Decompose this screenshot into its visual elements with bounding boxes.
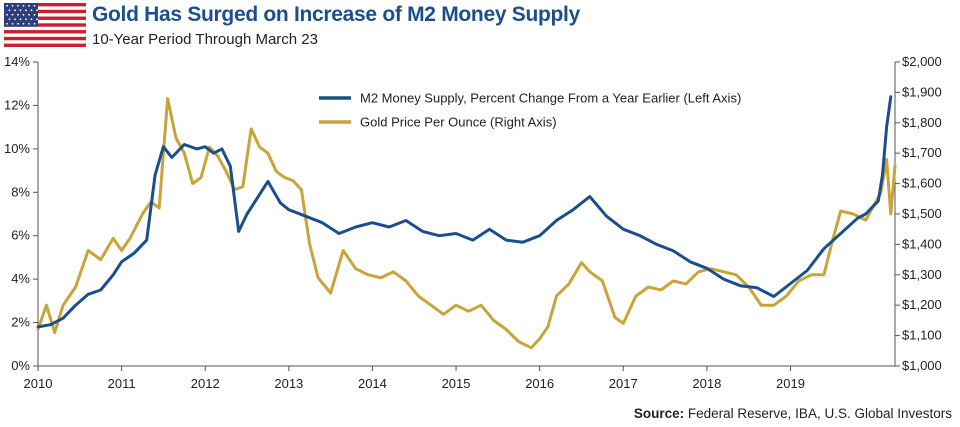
us-flag-icon [4, 3, 86, 47]
right-axis-tick-label: $1,700 [902, 145, 942, 160]
x-axis-tick-label: 2017 [609, 376, 638, 391]
legend-m2-label: M2 Money Supply, Percent Change From a Y… [360, 91, 741, 106]
right-axis-tick-label: $1,000 [902, 358, 942, 373]
left-axis-tick-label: 6% [11, 228, 30, 243]
source-text: Federal Reserve, IBA, U.S. Global Invest… [687, 406, 952, 421]
left-axis-tick-label: 8% [11, 184, 30, 199]
right-axis-tick-label: $1,800 [902, 115, 942, 130]
left-axis-tick-label: 0% [11, 358, 30, 373]
right-axis-tick-label: $2,000 [902, 54, 942, 69]
left-axis-tick-label: 2% [11, 315, 30, 330]
right-axis-tick-label: $1,900 [902, 84, 942, 99]
left-axis-tick-label: 10% [4, 141, 30, 156]
right-axis-tick-label: $1,100 [902, 328, 942, 343]
x-axis-tick-label: 2016 [525, 376, 554, 391]
series-gold-line [36, 97, 897, 350]
right-axis-tick-label: $1,300 [902, 267, 942, 282]
right-axis-tick-label: $1,600 [902, 176, 942, 191]
right-axis-tick-label: $1,400 [902, 236, 942, 251]
right-axis-tick-label: $1,200 [902, 297, 942, 312]
x-axis-tick-label: 2012 [191, 376, 220, 391]
right-axis-tick-label: $1,500 [902, 206, 942, 221]
source-label: Source: [633, 406, 685, 421]
legend-gold-label: Gold Price Per Ounce (Right Axis) [360, 115, 557, 130]
x-axis-tick-label: 2011 [108, 376, 136, 391]
series-m2-line [36, 95, 893, 329]
x-axis-tick-label: 2015 [442, 376, 471, 391]
left-axis-tick-label: 14% [4, 54, 30, 69]
chart-title: Gold Has Surged on Increase of M2 Money … [92, 3, 580, 26]
left-axis-tick-label: 12% [4, 97, 30, 112]
left-axis-tick-label: 4% [11, 271, 30, 286]
x-axis-tick-label: 2010 [24, 376, 53, 391]
x-axis-tick-label: 2019 [776, 376, 805, 391]
x-axis-tick-label: 2018 [692, 376, 721, 391]
chart-subtitle: 10-Year Period Through March 23 [92, 31, 318, 48]
x-axis-tick-label: 2013 [274, 376, 303, 391]
source-note: Source: Federal Reserve, IBA, U.S. Globa… [634, 406, 952, 421]
x-axis-tick-label: 2014 [358, 376, 387, 391]
